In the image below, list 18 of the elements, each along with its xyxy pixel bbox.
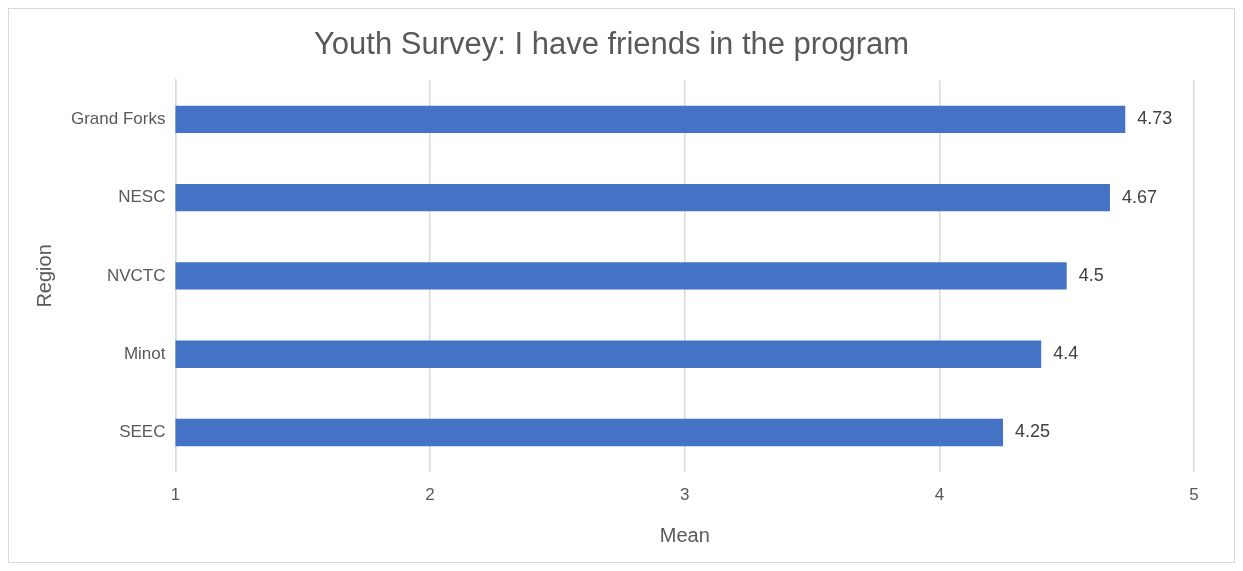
x-tick-label: 5 bbox=[1189, 485, 1199, 505]
chart-title: Youth Survey: I have friends in the program bbox=[313, 26, 910, 62]
data-label: 4.73 bbox=[1137, 108, 1173, 129]
data-label: 4.67 bbox=[1121, 186, 1158, 207]
y-axis-title: Region bbox=[32, 244, 55, 308]
y-tick-label: Grand Forks bbox=[70, 109, 166, 129]
x-tick-label: 3 bbox=[680, 485, 690, 505]
x-tick-label: 2 bbox=[425, 485, 435, 505]
y-tick-label: Minot bbox=[123, 343, 166, 363]
data-label: 4.4 bbox=[1053, 343, 1079, 364]
x-tick-label: 1 bbox=[170, 485, 181, 505]
data-label: 4.25 bbox=[1015, 421, 1051, 442]
data-label: 4.5 bbox=[1078, 264, 1104, 285]
y-tick-label: SEEC bbox=[119, 422, 166, 442]
x-tick-label: 4 bbox=[934, 485, 945, 505]
y-tick-label: NESC bbox=[118, 187, 166, 207]
x-axis-title: Mean bbox=[659, 523, 710, 546]
y-tick-label: NVCTC bbox=[106, 265, 166, 285]
